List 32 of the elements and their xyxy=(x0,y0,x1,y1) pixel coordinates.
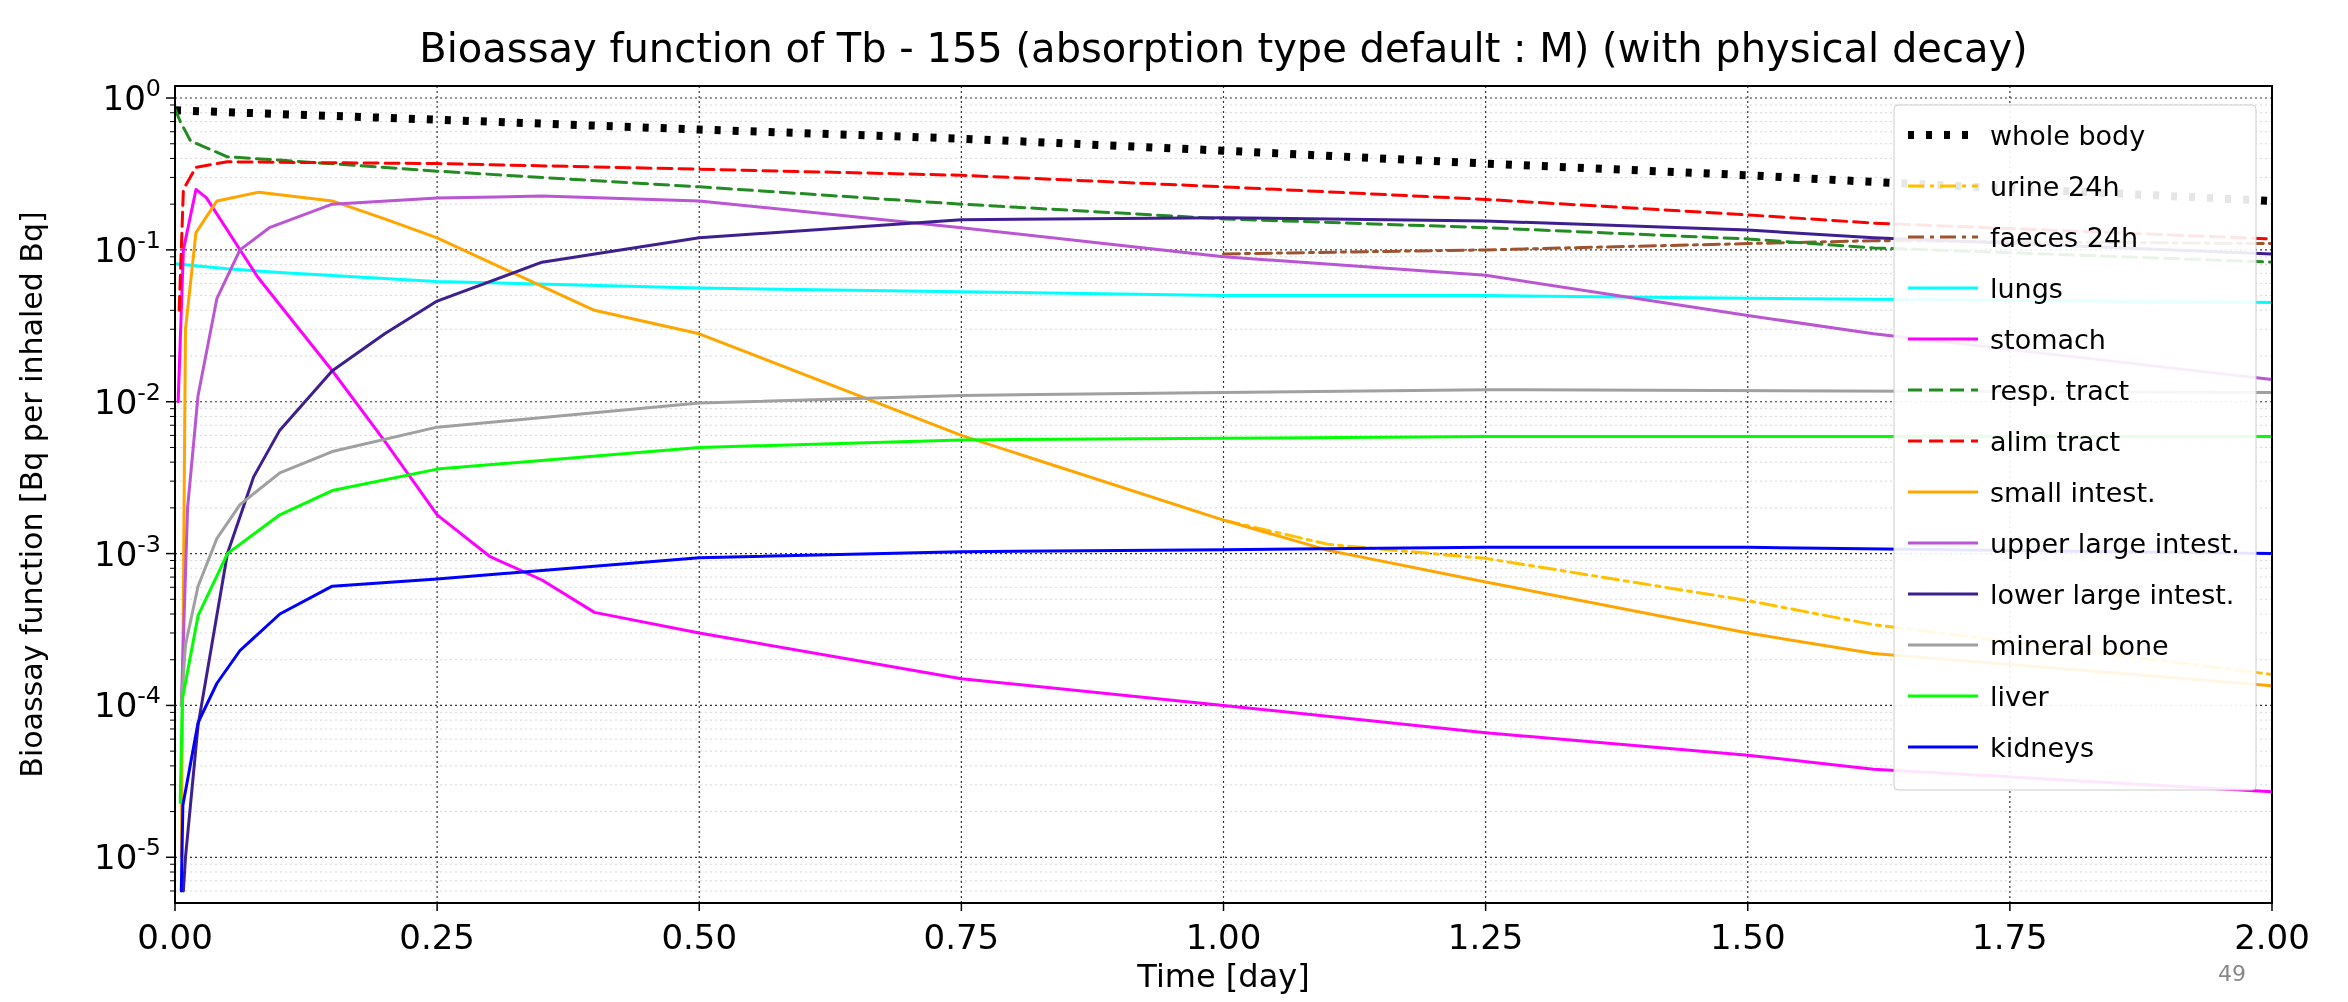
y-tick-label: 10$^{0}$ xyxy=(102,74,161,119)
y-tick-label: 10$^{-2}$ xyxy=(94,377,161,422)
legend-label: mineral bone xyxy=(1990,630,2169,661)
legend-label: upper large intest. xyxy=(1990,528,2240,559)
legend-label: lungs xyxy=(1990,273,2063,304)
legend-label: liver xyxy=(1990,681,2050,712)
x-tick-label: 0.25 xyxy=(399,917,475,957)
legend-label: whole body xyxy=(1990,120,2146,151)
y-tick-label: 10$^{-4}$ xyxy=(94,681,161,726)
y-tick-label: 10$^{-1}$ xyxy=(94,225,161,270)
x-tick-label: 0.75 xyxy=(923,917,1000,957)
x-tick-label: 2.00 xyxy=(2234,917,2310,957)
legend-label: urine 24h xyxy=(1990,171,2120,202)
x-axis-title: Time [day] xyxy=(1136,957,1310,995)
legend-label: alim tract xyxy=(1990,426,2121,457)
legend-label: small intest. xyxy=(1990,477,2156,508)
y-tick-label: 10$^{-5}$ xyxy=(94,833,161,878)
y-axis-title: Bioassay function [Bq per inhaled Bq] xyxy=(14,211,49,778)
x-tick-label: 0.50 xyxy=(661,917,738,957)
x-tick-label: 1.50 xyxy=(1709,917,1786,957)
legend-label: lower large intest. xyxy=(1990,579,2235,610)
legend-label: faeces 24h xyxy=(1990,222,2139,253)
x-tick-label: 1.25 xyxy=(1447,917,1524,957)
y-tick-label: 10$^{-3}$ xyxy=(94,529,161,574)
x-tick-label: 0.00 xyxy=(137,917,213,957)
x-tick-label: 1.75 xyxy=(1972,917,2048,957)
legend-label: stomach xyxy=(1990,324,2106,355)
legend-label: resp. tract xyxy=(1990,375,2130,406)
x-tick-label: 1.00 xyxy=(1185,917,1262,957)
legend-label: kidneys xyxy=(1990,732,2095,763)
chart-title: Bioassay function of Tb - 155 (absorption type default : M) (with physical decay) xyxy=(419,25,2028,71)
text: 49 xyxy=(2218,961,2246,986)
